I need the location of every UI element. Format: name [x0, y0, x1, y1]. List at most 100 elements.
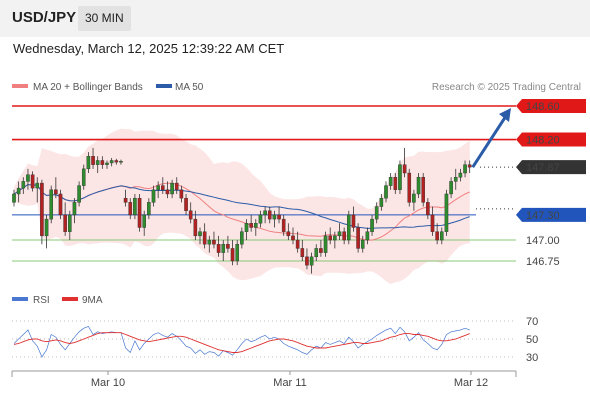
- candle-body-bull: [147, 202, 151, 216]
- candle: [95, 156, 100, 174]
- candle: [35, 177, 40, 203]
- candle-body-bull: [453, 177, 458, 182]
- candle-body-bull: [170, 182, 174, 195]
- candle-body-bear: [63, 214, 67, 232]
- candle: [63, 202, 67, 236]
- candle-body-bull: [272, 214, 277, 220]
- rsi-tick-label: 70: [526, 316, 538, 328]
- candle: [309, 252, 314, 274]
- candle-body-bull: [67, 214, 72, 232]
- chart-datetime: Wednesday, March 12, 2025 12:39:22 AM CE…: [13, 41, 285, 56]
- price-levels: [12, 105, 516, 262]
- candle-body-bull: [253, 223, 258, 228]
- candle: [244, 219, 249, 241]
- candle-body-bear: [328, 235, 333, 241]
- candle-body-bull: [240, 231, 244, 245]
- candle-body-bear: [212, 239, 216, 245]
- candle-body-bull: [244, 223, 249, 232]
- candle: [333, 231, 337, 249]
- level-label-text: 147.87: [526, 162, 560, 174]
- candle: [421, 173, 426, 207]
- candle-body-bull: [323, 235, 328, 253]
- candle: [26, 168, 30, 190]
- ma50-line: [13, 183, 470, 229]
- candle-body-bull: [133, 197, 137, 216]
- candle-body-bear: [230, 248, 235, 262]
- candle: [137, 193, 142, 232]
- candle-body-bear: [40, 182, 44, 237]
- candle: [212, 231, 216, 249]
- x-tick-label: Mar 11: [273, 377, 306, 389]
- candle-body-bull: [109, 160, 114, 164]
- candle: [67, 210, 72, 241]
- candle: [458, 168, 463, 182]
- candle-body-bear: [226, 244, 230, 249]
- x-tick-label: Mar 10: [91, 377, 125, 389]
- candle-body-bear: [305, 256, 309, 266]
- x-axis-ticks: Mar 10 Mar 11 Mar 12: [91, 371, 488, 389]
- candle-body-bear: [30, 174, 35, 189]
- candle-body-bear: [277, 214, 281, 220]
- candle-body-bull: [379, 197, 384, 207]
- candle-body-bull: [86, 156, 91, 170]
- candle: [44, 214, 49, 249]
- candle: [258, 210, 263, 228]
- candle: [295, 231, 300, 253]
- candle-body-bear: [91, 156, 95, 165]
- level-label-5: 146.75: [526, 256, 560, 268]
- candle: [300, 240, 305, 261]
- candle-body-bull: [440, 231, 444, 241]
- candle-body-bear: [467, 164, 472, 168]
- price-legend: MA 20 + Bollinger Bands MA 50 Research ©…: [12, 82, 581, 93]
- candle: [30, 171, 35, 192]
- rsi-tick-label: 50: [526, 334, 538, 346]
- candle-body-bear: [407, 172, 412, 203]
- forecast-arrow: [471, 108, 511, 168]
- ma50-legend-label: MA 50: [175, 82, 204, 93]
- candle: [216, 235, 221, 257]
- level-label-0: 148.60: [516, 99, 586, 113]
- candle: [179, 185, 184, 203]
- candle-body-bear: [249, 223, 253, 228]
- candle-body-bear: [160, 185, 165, 190]
- candle-body-bull: [198, 231, 202, 237]
- candle: [467, 160, 472, 174]
- candle: [184, 193, 188, 215]
- rsi-tick-label: 30: [526, 352, 538, 364]
- candle: [263, 206, 267, 224]
- candle-body-bull: [458, 172, 463, 178]
- candle-body-bull: [258, 214, 263, 224]
- candle: [351, 206, 356, 232]
- candle: [384, 181, 388, 203]
- candle: [360, 235, 365, 253]
- candle: [86, 152, 91, 174]
- candle: [272, 210, 277, 228]
- level-label-box: [516, 132, 586, 147]
- level-label-3: 147.30: [516, 207, 586, 222]
- candle-body-bull: [416, 177, 421, 195]
- candle-body-bull: [374, 206, 379, 220]
- candle: [398, 160, 402, 194]
- candle: [319, 240, 323, 257]
- candle: [435, 223, 439, 245]
- ma20-legend-label: MA 20 + Bollinger Bands: [33, 82, 143, 93]
- candle: [81, 164, 86, 190]
- candle: [142, 210, 147, 236]
- candle-body-bull: [49, 189, 53, 220]
- candle: [402, 147, 407, 178]
- level-label-text: 147.30: [526, 210, 560, 222]
- copyright-text: Research © 2025 Trading Central: [432, 82, 581, 93]
- candle-body-bear: [100, 160, 105, 165]
- candle-body-bull: [77, 185, 81, 203]
- candle-body-bear: [342, 231, 346, 241]
- candle: [58, 189, 63, 220]
- candle-body-bear: [286, 231, 291, 237]
- symbol-title: USD/JPY: [12, 9, 77, 26]
- candle-body-bear: [402, 164, 407, 174]
- candle-body-bear: [281, 218, 286, 232]
- candlesticks: [12, 147, 472, 274]
- candle: [416, 173, 421, 199]
- candle: [230, 240, 235, 266]
- timeframe-badge[interactable]: 30 MIN: [78, 6, 131, 31]
